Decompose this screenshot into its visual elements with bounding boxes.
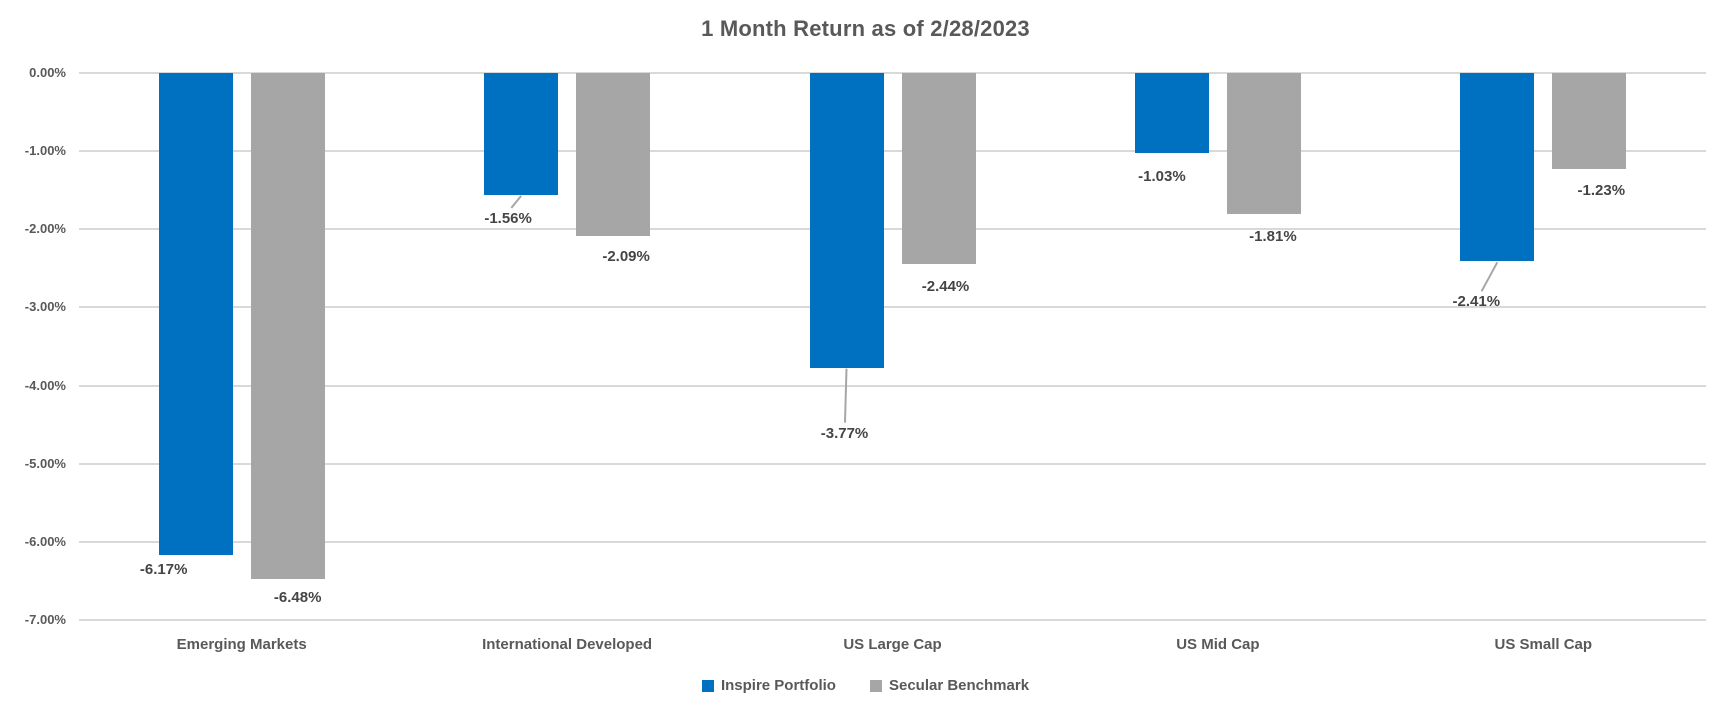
bar-data-label: -2.44%: [921, 277, 970, 295]
y-tick-label: 0.00%: [29, 65, 66, 80]
bar-data-label: -1.56%: [484, 209, 532, 227]
bar-benchmark: [1226, 73, 1301, 215]
legend: Inspire Portfolio Secular Benchmark: [0, 677, 1731, 694]
category-label: US Small Cap: [1494, 636, 1593, 653]
gridline: [79, 619, 1706, 621]
bar-inspire: [1134, 73, 1209, 154]
y-tick-label: -7.00%: [24, 612, 66, 627]
bar-data-label: -1.81%: [1249, 228, 1297, 246]
y-tick-label: -5.00%: [24, 455, 66, 471]
category-label: US Large Cap: [843, 636, 942, 653]
y-tick-label: -3.00%: [24, 299, 66, 315]
bar-benchmark: [901, 73, 976, 264]
bar-benchmark: [576, 73, 651, 237]
bar-inspire: [809, 73, 884, 368]
category-label: US Mid Cap: [1176, 636, 1260, 653]
gridline: [79, 228, 1706, 231]
chart-title: 1 Month Return as of 2/28/2023: [701, 16, 1030, 41]
legend-item: Secular Benchmark: [869, 677, 1030, 694]
leader-line: [1480, 261, 1499, 292]
bar-data-label: -6.48%: [273, 589, 322, 607]
leader-line: [844, 368, 848, 423]
bar-inspire: [1460, 73, 1535, 262]
gridline: [79, 150, 1706, 153]
gridline: [79, 306, 1706, 309]
y-tick-label: -4.00%: [24, 377, 66, 393]
bar-inspire: [484, 73, 559, 195]
bar-data-label: -2.09%: [602, 248, 650, 266]
bar-data-label: -6.17%: [139, 561, 188, 579]
gridline: [79, 72, 1706, 74]
legend-label: Inspire Portfolio: [720, 677, 836, 694]
bar-data-label: -1.03%: [1138, 168, 1186, 186]
bar-benchmark: [1552, 73, 1627, 170]
bar-benchmark: [250, 73, 325, 580]
gridline: [79, 462, 1706, 465]
gridline: [79, 384, 1706, 387]
legend-swatch-icon: [701, 679, 714, 692]
bar-data-label: -2.41%: [1452, 293, 1501, 311]
y-tick-label: -1.00%: [24, 143, 66, 159]
legend-item: Inspire Portfolio: [701, 677, 836, 694]
gridline: [79, 540, 1706, 543]
category-label: International Developed: [482, 636, 653, 653]
category-label: Emerging Markets: [176, 636, 307, 653]
bar-data-label: -1.23%: [1577, 182, 1626, 200]
bar-inspire: [158, 73, 233, 556]
y-tick-label: -2.00%: [24, 221, 66, 237]
legend-swatch-icon: [869, 679, 882, 692]
legend-label: Secular Benchmark: [888, 677, 1030, 694]
plot-area: -6.17% -6.48% -1.56% -2.09% -3.77% -2.44% -1.0…: [79, 72, 1706, 621]
y-tick-label: -6.00%: [24, 533, 66, 549]
leader-line: [510, 195, 522, 209]
bar-data-label: -3.77%: [820, 424, 869, 442]
